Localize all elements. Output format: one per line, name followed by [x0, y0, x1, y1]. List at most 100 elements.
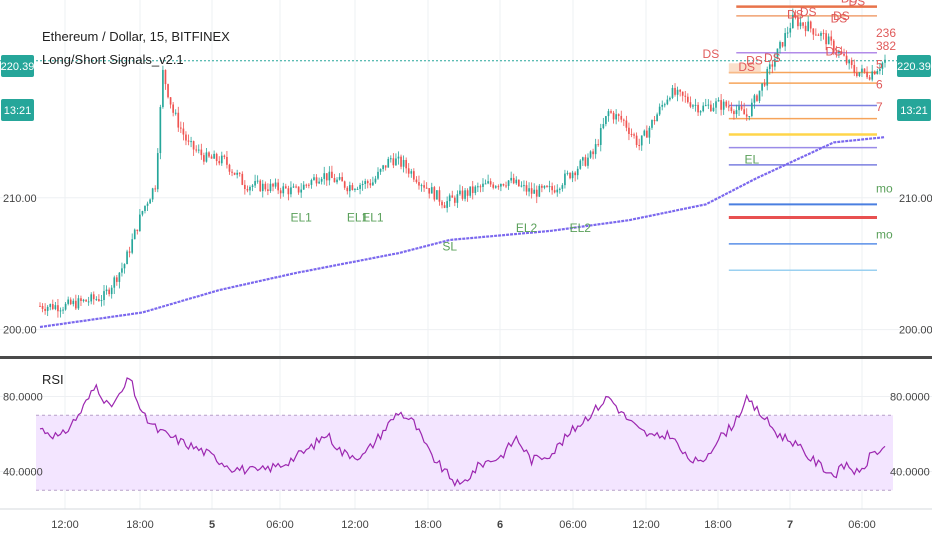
candle-223	[610, 109, 612, 114]
candle-58	[187, 134, 190, 146]
candle-167	[466, 188, 469, 202]
candle-170	[474, 185, 477, 196]
candle-9	[62, 306, 64, 315]
candle-66	[208, 151, 210, 158]
candle-84	[254, 174, 256, 188]
candle-196	[541, 183, 543, 193]
candle-203	[558, 187, 561, 194]
rsi-band-fill	[36, 415, 893, 491]
level-label-2: 5	[876, 58, 883, 72]
candle-261	[707, 99, 710, 110]
candle-43	[149, 198, 151, 204]
candle-157	[441, 200, 443, 209]
candle-27	[108, 287, 110, 297]
candle-245	[666, 95, 669, 106]
candle-278	[751, 98, 753, 118]
level-label-3: 6	[876, 77, 883, 91]
candle-115	[333, 173, 336, 183]
candle-202	[556, 184, 559, 197]
candle-263	[712, 103, 715, 112]
candle-325	[871, 64, 874, 82]
candle-199	[548, 180, 551, 193]
candle-206	[566, 170, 569, 176]
candle-234	[638, 138, 641, 151]
candle-114	[331, 165, 333, 179]
rsi-tick-right-1: 40.0000	[890, 467, 930, 479]
candle-13	[72, 298, 75, 307]
candle-16	[80, 295, 82, 306]
signal-label-11: DS	[848, 0, 865, 8]
candle-156	[438, 186, 441, 206]
candle-219	[599, 123, 602, 152]
candle-65	[205, 148, 208, 163]
signal-label-7: DS	[831, 11, 848, 25]
level-label-5: mo	[876, 182, 893, 196]
candle-70	[218, 156, 221, 166]
candle-270	[730, 102, 733, 114]
candle-75	[231, 169, 233, 177]
candle-238	[648, 125, 651, 144]
candle-200	[551, 182, 553, 195]
candle-259	[702, 102, 705, 113]
candle-136	[387, 156, 390, 168]
candlestick-series	[39, 8, 886, 318]
candle-179	[497, 184, 500, 190]
candle-71	[220, 151, 223, 166]
candle-145	[410, 168, 413, 178]
candle-41	[144, 205, 146, 214]
candle-306	[822, 29, 825, 40]
candle-57	[185, 131, 187, 146]
candle-293	[789, 22, 792, 38]
signal-label-16: EL2	[516, 221, 538, 235]
candle-172	[479, 184, 482, 193]
candle-126	[361, 180, 364, 191]
candle-175	[487, 174, 489, 185]
candle-39	[139, 209, 141, 232]
candle-61	[195, 145, 198, 153]
time-tick-1: 18:00	[126, 519, 154, 531]
candle-81	[246, 185, 249, 193]
candle-315	[845, 50, 848, 66]
candle-313	[840, 46, 843, 55]
candle-36	[131, 233, 134, 255]
candle-94	[279, 187, 282, 199]
rsi-label: RSI	[42, 372, 64, 387]
candle-26	[105, 285, 108, 295]
candle-60	[192, 140, 195, 156]
price-tick-right-1: 200.00	[899, 325, 932, 337]
candle-257	[697, 102, 699, 116]
candle-83	[251, 183, 254, 192]
candle-28	[110, 285, 113, 299]
candle-264	[715, 98, 717, 114]
candle-135	[384, 165, 387, 171]
candle-273	[738, 100, 740, 116]
candle-190	[525, 180, 528, 196]
candle-242	[658, 103, 661, 117]
candle-227	[620, 110, 623, 123]
rsi-tick-left-1: 40.0000	[3, 467, 43, 479]
candle-303	[815, 28, 817, 36]
candle-6	[54, 301, 57, 311]
fib-level-lines	[728, 5, 877, 272]
candle-150	[423, 180, 425, 192]
candle-301	[809, 20, 812, 33]
candle-74	[228, 163, 231, 175]
candle-77	[236, 169, 239, 179]
candle-108	[315, 174, 318, 187]
candle-141	[400, 154, 402, 170]
candle-209	[574, 171, 577, 182]
candle-307	[825, 30, 827, 51]
candle-248	[674, 83, 676, 97]
candle-133	[379, 168, 382, 175]
panel-divider[interactable]	[0, 356, 932, 359]
candle-274	[740, 101, 743, 111]
candle-130	[372, 176, 374, 186]
candle-295	[794, 9, 797, 20]
candle-187	[517, 179, 520, 187]
candle-8	[59, 307, 62, 318]
candle-104	[305, 183, 308, 188]
candle-247	[671, 85, 674, 100]
candle-214	[587, 153, 589, 169]
candle-2	[44, 303, 46, 315]
